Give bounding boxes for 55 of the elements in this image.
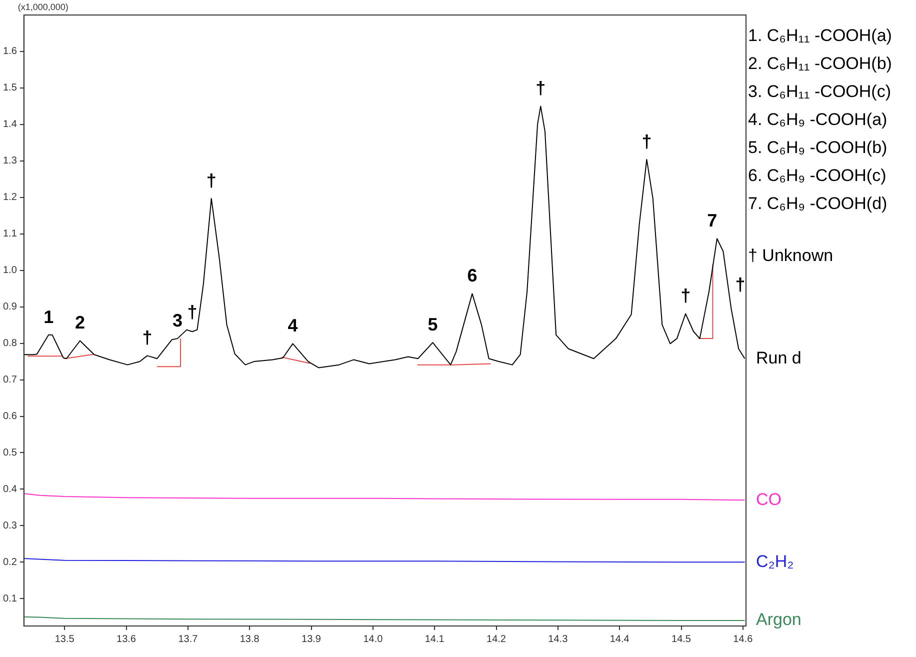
x-tick-label: 13.5 xyxy=(54,634,75,645)
text: 5. C₆H₉ -COOH(b) xyxy=(748,137,888,159)
series-label: C₂H₂ xyxy=(756,552,794,571)
text: 4. C₆H₉ -COOH(a) xyxy=(748,109,888,131)
y-tick-label: 1.4 xyxy=(2,119,18,130)
annotation: 6 xyxy=(467,266,478,286)
y-tick-label: 0.5 xyxy=(2,447,18,458)
x-tick-label: 14.5 xyxy=(672,634,692,645)
annotation: 5 xyxy=(428,314,438,335)
x-tick-label: 14.0 xyxy=(363,634,384,645)
y-tick-label: 0.9 xyxy=(2,302,18,313)
annotation: † xyxy=(187,302,198,322)
y-tick-label: 1.1 xyxy=(2,228,18,240)
text: 1. C₆H₁₁ -COOH(a) xyxy=(748,25,892,47)
x-tick-label: 13.8 xyxy=(240,634,260,645)
y-tick-label: 1.6 xyxy=(2,46,18,58)
text: 3. C₆H₁₁ -COOH(c) xyxy=(748,81,892,103)
y-tick-label: 0.4 xyxy=(2,484,18,495)
annotation: 7 xyxy=(707,210,718,231)
annotation: † xyxy=(642,131,652,152)
annotation: 3 xyxy=(172,310,182,331)
series-label: CO xyxy=(756,490,782,509)
text: † Unknown xyxy=(748,245,834,267)
y-tick-label: 0.7 xyxy=(2,374,18,386)
y-axis-title: (x1,000,000) xyxy=(18,2,68,12)
text: 7. C₆H₉ -COOH(d) xyxy=(748,193,888,215)
annotation: † xyxy=(206,170,216,190)
text: 6. C₆H₉ -COOH(c) xyxy=(748,165,888,187)
y-tick-label: 0.2 xyxy=(2,556,18,568)
x-tick-label: 14.3 xyxy=(548,634,568,645)
y-tick-label: 0.3 xyxy=(2,520,18,532)
x-tick-label: 13.9 xyxy=(302,634,322,645)
annotation: 2 xyxy=(75,312,86,333)
annotation: 1 xyxy=(44,306,54,327)
y-tick-label: 1.0 xyxy=(2,265,18,276)
y-tick-label: 0.8 xyxy=(2,338,18,350)
annotation: † xyxy=(142,328,152,348)
y-tick-label: 1.5 xyxy=(2,82,18,94)
annotation: † xyxy=(735,274,746,295)
series-label: Run d xyxy=(756,348,802,368)
annotation: † xyxy=(536,78,546,98)
annotation: † xyxy=(680,286,691,306)
x-tick-label: 14.2 xyxy=(486,634,506,645)
x-tick-label: 14.6 xyxy=(733,634,754,645)
x-tick-label: 14.1 xyxy=(424,634,445,645)
y-tick-label: 0.1 xyxy=(2,593,18,604)
x-tick-label: 13.6 xyxy=(116,634,136,645)
y-tick-label: 0.6 xyxy=(2,411,18,422)
text: 2. C₆H₁₁ -COOH(b) xyxy=(748,53,892,75)
x-tick-label: 13.7 xyxy=(178,634,198,645)
annotation: 4 xyxy=(288,316,298,336)
series-label: Argon xyxy=(756,610,802,630)
x-tick-label: 14.4 xyxy=(610,634,630,645)
y-tick-label: 1.2 xyxy=(2,192,18,204)
y-tick-label: 1.3 xyxy=(2,156,18,167)
